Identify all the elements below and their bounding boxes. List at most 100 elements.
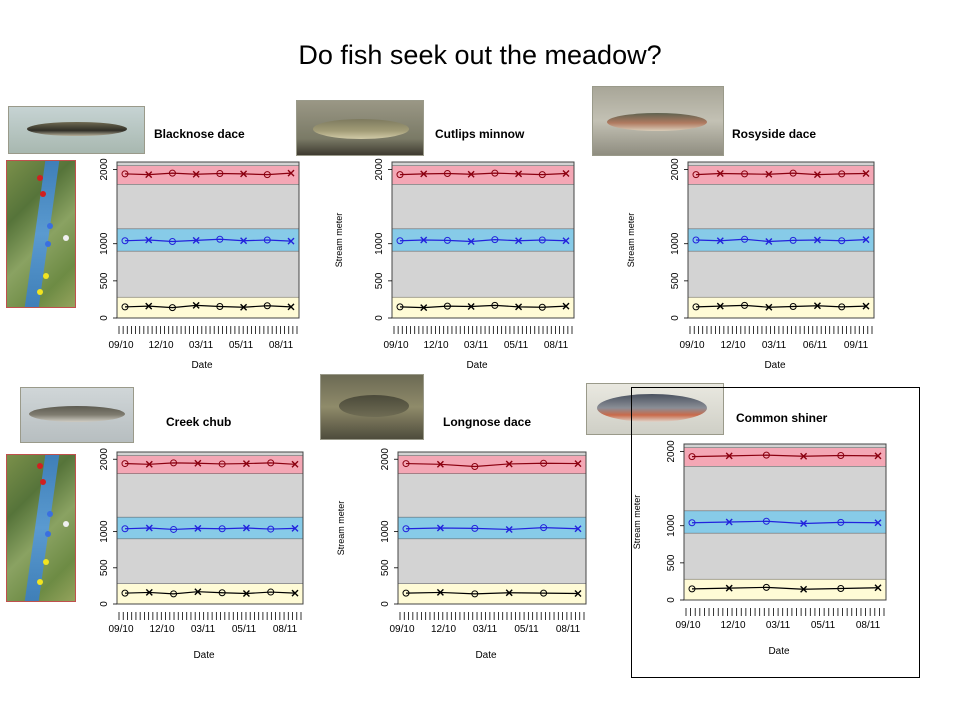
- data-point: [688, 585, 696, 593]
- data-point: [862, 170, 870, 178]
- y-tick-label: 2000: [99, 158, 110, 181]
- data-point: [765, 303, 773, 311]
- x-tick-label: 09/10: [108, 340, 133, 351]
- data-point: [436, 460, 444, 468]
- x-tick-label: 03/11: [762, 340, 787, 351]
- series-line: [124, 304, 292, 309]
- series-line: [691, 586, 879, 590]
- data-point: [287, 169, 295, 177]
- data-point: [170, 459, 178, 467]
- x-tick-label: 03/11: [473, 624, 498, 635]
- band-lower: [116, 296, 300, 319]
- data-point: [467, 170, 475, 178]
- y-tick-label: 2000: [374, 158, 385, 181]
- data-point: [838, 170, 846, 178]
- series-line: [405, 527, 579, 531]
- data-point: [194, 459, 202, 467]
- data-point: [762, 451, 770, 459]
- data-point: [240, 237, 248, 245]
- data-point: [170, 590, 178, 598]
- data-point: [267, 459, 275, 467]
- y-tick-label: 1000: [99, 232, 110, 255]
- data-point: [789, 302, 797, 310]
- x-tick-label: 08/11: [269, 340, 294, 351]
- data-point: [121, 170, 129, 178]
- x-tick-label: 09/10: [108, 624, 133, 635]
- band-upper: [683, 447, 887, 467]
- data-point: [692, 236, 700, 244]
- data-point: [688, 453, 696, 461]
- y-tick-label: 0: [666, 597, 677, 603]
- y-tick-label: 500: [666, 554, 677, 571]
- plot-frame: [391, 161, 575, 319]
- data-point: [443, 170, 451, 178]
- x-tick-label: 05/11: [811, 620, 836, 631]
- y-tick-label: 0: [670, 315, 681, 321]
- data-point: [837, 518, 845, 526]
- data-point: [145, 302, 153, 310]
- x-tick-label: 12/10: [423, 340, 448, 351]
- data-point: [762, 517, 770, 525]
- data-point: [218, 525, 226, 533]
- series-line: [124, 462, 296, 465]
- x-axis-label: Date: [466, 360, 488, 371]
- data-point: [263, 302, 271, 310]
- data-point: [692, 171, 700, 179]
- x-tick-label: 09/10: [383, 340, 408, 351]
- x-tick-label: 03/11: [464, 340, 489, 351]
- data-point: [291, 460, 299, 468]
- plot-frame: [397, 451, 587, 605]
- data-point: [396, 237, 404, 245]
- band-upper: [687, 165, 875, 185]
- data-point: [716, 170, 724, 178]
- data-point: [862, 236, 870, 244]
- data-point: [725, 518, 733, 526]
- data-point: [837, 452, 845, 460]
- stream-map-top: [6, 160, 76, 308]
- data-point: [192, 236, 200, 244]
- data-point: [168, 169, 176, 177]
- chart-cutlips-minnow: Cutlips minnow 0 500 1000 2000 Stream meter 0…: [334, 127, 575, 371]
- series-line: [695, 172, 867, 176]
- data-point: [725, 584, 733, 592]
- chart-longnose-dace: Longnose dace 0 500 1000 2000 Stream meter 09…: [336, 415, 587, 661]
- band-lower: [683, 578, 887, 601]
- data-point: [538, 303, 546, 311]
- y-tick-label: 2000: [670, 158, 681, 181]
- data-point: [515, 237, 523, 245]
- data-point: [874, 584, 882, 592]
- series-line: [124, 591, 296, 595]
- x-tick-label: 05/11: [229, 340, 254, 351]
- data-point: [692, 303, 700, 311]
- x-tick-label: 08/11: [273, 624, 298, 635]
- data-point: [688, 519, 696, 527]
- data-point: [145, 460, 153, 468]
- data-point: [263, 236, 271, 244]
- data-point: [402, 589, 410, 597]
- data-point: [800, 519, 808, 527]
- x-tick-label: 03/11: [191, 624, 216, 635]
- x-tick-label: 09/10: [679, 340, 704, 351]
- data-point: [538, 236, 546, 244]
- data-point: [168, 304, 176, 312]
- data-point: [192, 301, 200, 309]
- y-tick-label: 2000: [99, 448, 110, 471]
- x-tick-label: 12/10: [431, 624, 456, 635]
- x-tick-label: 12/10: [720, 620, 745, 631]
- data-point: [121, 460, 129, 468]
- data-point: [216, 170, 224, 178]
- chart-blacknose-dace: Blacknose dace 0 500 1000 2000 09/10 12/10 03/…: [99, 127, 300, 371]
- data-point: [287, 237, 295, 245]
- data-point: [562, 302, 570, 310]
- data-point: [505, 589, 513, 597]
- y-tick-label: 0: [380, 601, 391, 607]
- y-axis-label: Stream meter: [336, 501, 346, 556]
- chart-title: Creek chub: [166, 415, 231, 429]
- series-line: [691, 520, 879, 525]
- data-point: [396, 171, 404, 179]
- y-tick-label: 0: [99, 315, 110, 321]
- series-line: [399, 172, 567, 176]
- series-line: [695, 238, 867, 243]
- data-point: [263, 171, 271, 179]
- data-point: [716, 237, 724, 245]
